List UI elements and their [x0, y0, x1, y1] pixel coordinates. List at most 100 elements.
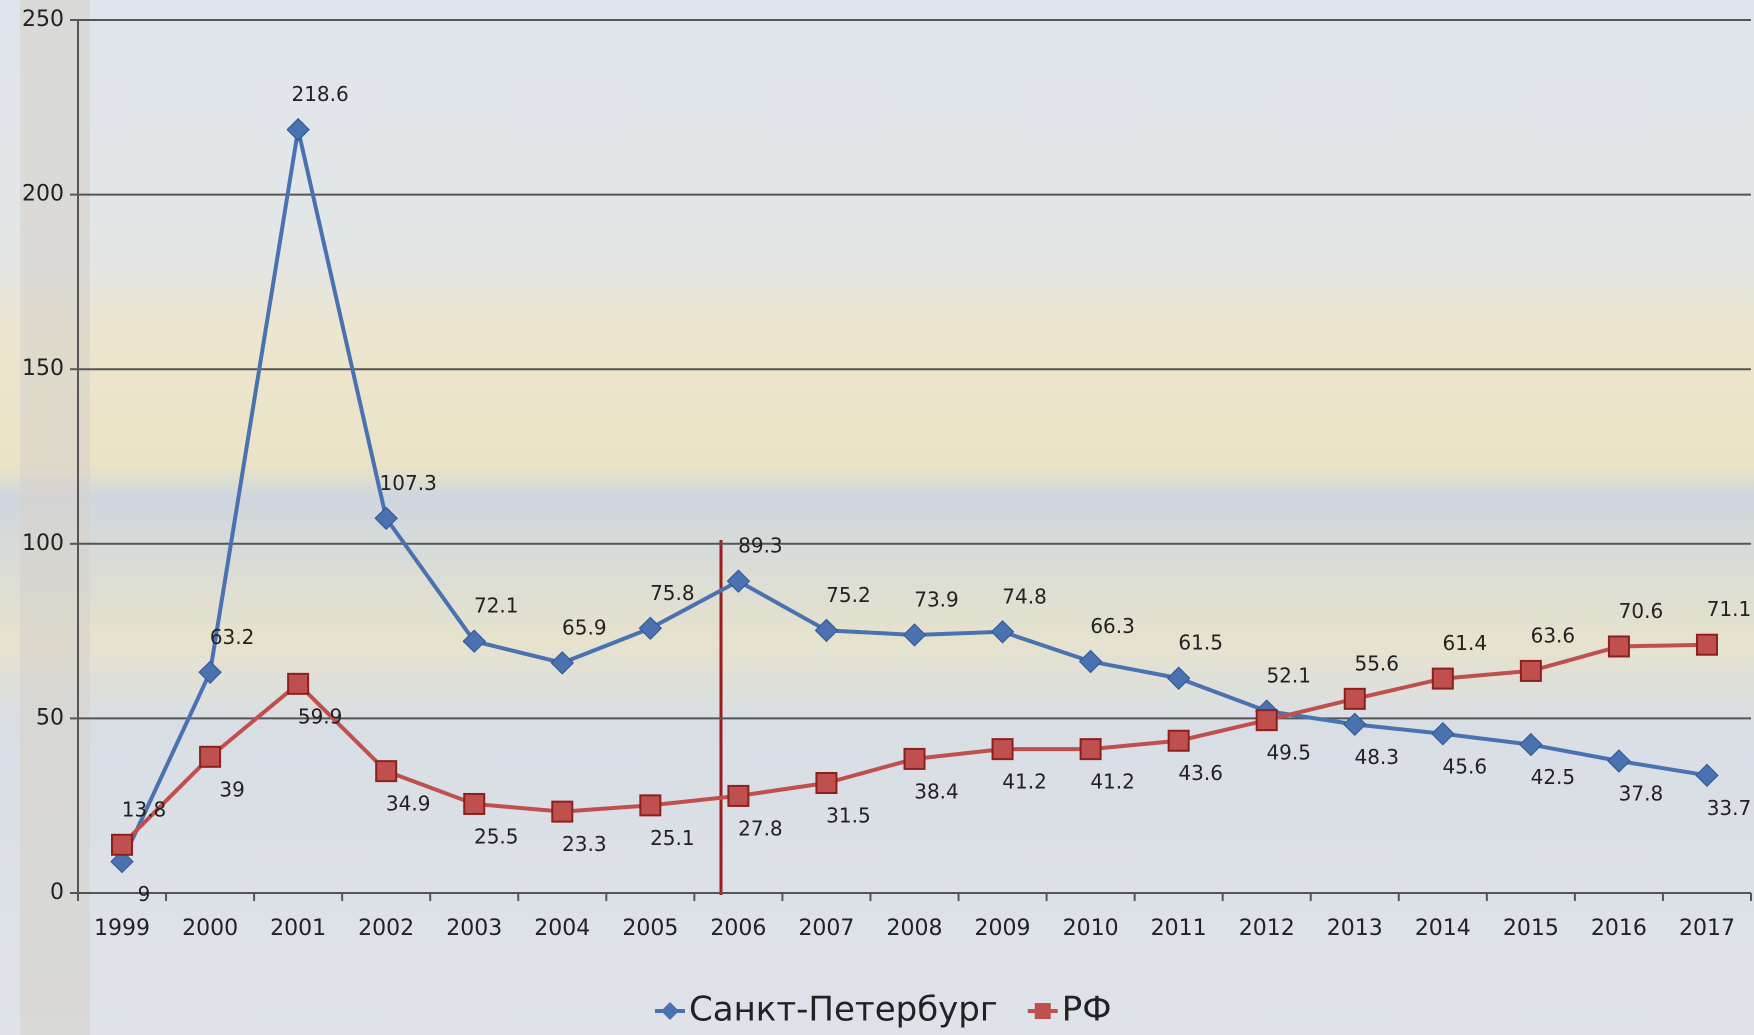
- data-label: 23.3: [562, 832, 607, 856]
- y-tick-label: 250: [22, 7, 64, 32]
- x-tick-label: 2006: [710, 916, 766, 941]
- data-label: 43.6: [1178, 761, 1223, 785]
- data-label: 73.9: [914, 587, 959, 611]
- marker-diamond: [1695, 763, 1719, 788]
- x-tick-label: 2015: [1503, 916, 1559, 941]
- marker-square: [815, 772, 838, 795]
- marker-diamond: [1431, 722, 1455, 746]
- data-label: 61.5: [1178, 631, 1223, 655]
- data-label: 9: [138, 882, 151, 906]
- marker-diamond: [198, 660, 222, 685]
- data-label: 61.4: [1443, 631, 1488, 655]
- x-tick-label: 2014: [1415, 916, 1471, 941]
- data-label: 41.2: [1002, 770, 1047, 794]
- y-tick-label: 0: [50, 880, 64, 905]
- marker-diamond: [638, 616, 663, 641]
- marker-diamond: [1607, 749, 1631, 773]
- x-tick-label: 2000: [182, 916, 238, 941]
- data-label: 71.1: [1707, 597, 1752, 621]
- marker-square: [1607, 635, 1630, 658]
- data-label: 66.3: [1090, 614, 1135, 638]
- x-tick-label: 2004: [534, 916, 590, 941]
- data-label: 70.6: [1619, 599, 1664, 623]
- x-tick-label: 2003: [446, 916, 502, 941]
- marker-diamond: [1343, 712, 1367, 737]
- x-tick-label: 1999: [94, 916, 150, 941]
- data-label: 49.5: [1266, 741, 1311, 765]
- legend-marker: [661, 1002, 679, 1020]
- marker-diamond: [1166, 666, 1191, 690]
- data-label: 25.5: [474, 824, 519, 848]
- data-label: 48.3: [1354, 745, 1399, 769]
- data-label: 55.6: [1354, 651, 1399, 675]
- marker-diamond: [726, 569, 751, 593]
- y-tick-label: 150: [22, 356, 64, 381]
- marker-diamond: [902, 623, 927, 647]
- legend-marker: [1034, 1003, 1051, 1019]
- marker-diamond: [814, 618, 839, 643]
- marker-square: [199, 745, 222, 768]
- marker-square: [1343, 687, 1366, 710]
- data-label: 13.8: [122, 797, 167, 821]
- marker-diamond: [110, 849, 134, 874]
- legend-label: Санкт-Петербург: [689, 990, 998, 1030]
- marker-square: [551, 800, 574, 823]
- marker-square: [991, 738, 1014, 761]
- marker-diamond: [550, 651, 574, 675]
- data-label: 42.5: [1531, 765, 1576, 789]
- marker-diamond: [1078, 649, 1103, 674]
- x-tick-label: 2008: [887, 916, 943, 941]
- data-label: 52.1: [1266, 664, 1311, 688]
- data-label: 59.9: [298, 704, 343, 728]
- x-tick-label: 2007: [798, 916, 854, 941]
- marker-square: [111, 833, 134, 856]
- marker-square: [1431, 667, 1454, 690]
- marker-square: [727, 784, 750, 807]
- marker-diamond: [462, 629, 486, 653]
- data-label: 39: [219, 777, 244, 801]
- x-tick-label: 2010: [1063, 916, 1119, 941]
- marker-diamond: [286, 117, 310, 142]
- data-label: 107.3: [380, 471, 437, 495]
- marker-diamond: [374, 506, 398, 531]
- x-tick-label: 2017: [1679, 916, 1735, 941]
- data-label: 75.8: [650, 581, 695, 605]
- y-tick-label: 200: [22, 182, 64, 207]
- y-tick-label: 50: [36, 705, 64, 730]
- x-tick-label: 2001: [270, 916, 326, 941]
- marker-square: [1079, 738, 1102, 761]
- x-tick-label: 2011: [1151, 916, 1207, 941]
- data-label: 218.6: [291, 82, 348, 106]
- marker-square: [1695, 633, 1718, 656]
- data-label: 63.2: [210, 625, 255, 649]
- marker-diamond: [1519, 732, 1543, 757]
- data-label: 45.6: [1443, 754, 1488, 778]
- marker-diamond: [990, 620, 1015, 644]
- x-tick-label: 2009: [975, 916, 1031, 941]
- marker-square: [1167, 729, 1190, 752]
- marker-square: [463, 792, 486, 815]
- data-label: 89.3: [738, 534, 783, 558]
- data-label: 65.9: [562, 615, 607, 639]
- data-label: 72.1: [474, 594, 519, 618]
- data-label: 63.6: [1531, 623, 1576, 647]
- data-label: 37.8: [1619, 782, 1664, 806]
- x-tick-label: 2005: [622, 916, 678, 941]
- data-label: 38.4: [914, 779, 959, 803]
- data-label: 34.9: [386, 792, 431, 816]
- x-tick-label: 2016: [1591, 916, 1647, 941]
- x-tick-label: 2002: [358, 916, 414, 941]
- legend-label: РФ: [1062, 990, 1112, 1030]
- marker-square: [375, 760, 398, 783]
- x-tick-label: 2012: [1239, 916, 1295, 941]
- marker-square: [903, 747, 926, 770]
- data-label: 75.2: [826, 583, 871, 607]
- marker-square: [1519, 659, 1542, 682]
- y-tick-label: 100: [22, 531, 64, 556]
- data-label: 33.7: [1707, 796, 1752, 820]
- data-label: 74.8: [1002, 584, 1047, 608]
- data-label: 41.2: [1090, 770, 1135, 794]
- data-label: 27.8: [738, 816, 783, 840]
